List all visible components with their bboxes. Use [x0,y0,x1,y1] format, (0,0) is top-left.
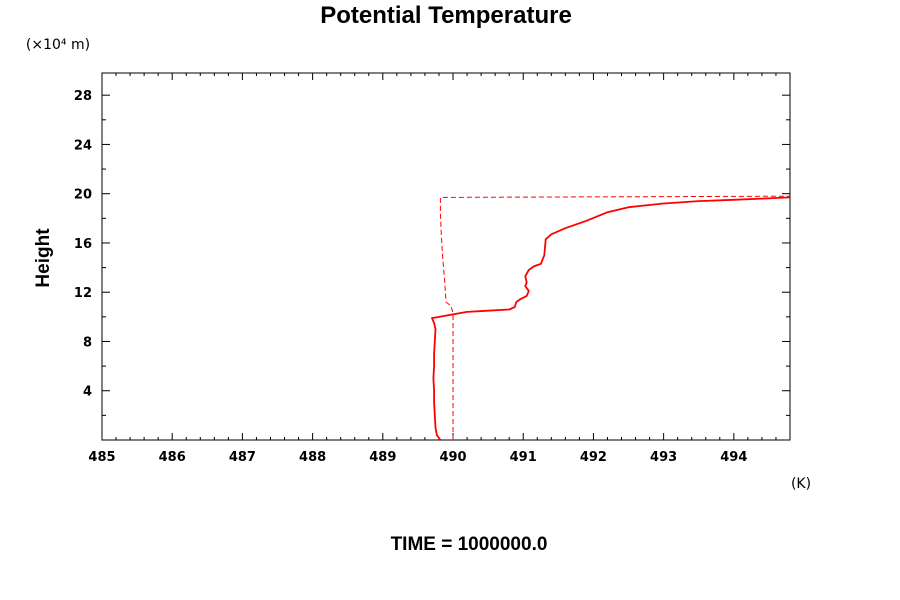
x-tick-label: 494 [720,450,747,465]
y-tick-label: 20 [74,188,92,203]
plot-area: 485 486 487 488 489 490 491 492 493 494 4 8 12 16 20 24… [74,72,791,465]
time-label: TIME = 1000000.0 [391,534,548,555]
series-line-solid [431,196,791,441]
y-tick-label: 12 [74,286,92,301]
y-tick-label: 24 [74,138,92,153]
series-line-dashed [439,195,791,440]
y-tick-label: 16 [74,237,92,252]
chart-title: Potential Temperature [320,2,572,29]
x-tick-label: 486 [159,450,186,465]
x-tick-label: 488 [299,450,326,465]
y-axis-label: Height [33,228,54,288]
plot-frame [101,72,791,441]
x-tick-label: 492 [580,450,607,465]
x-tick-label: 487 [229,450,256,465]
x-tick-label: 493 [650,450,677,465]
x-units-label: (K) [791,476,811,492]
x-tick-label: 490 [439,450,466,465]
x-tick-label: 491 [510,450,537,465]
y-tick-label: 8 [83,335,92,350]
x-tick-label: 485 [88,450,115,465]
y-tick-label: 4 [83,385,92,400]
y-tick-label: 28 [74,89,92,104]
y-units-label: (×10⁴ m) [26,37,90,53]
x-tick-label: 489 [369,450,396,465]
